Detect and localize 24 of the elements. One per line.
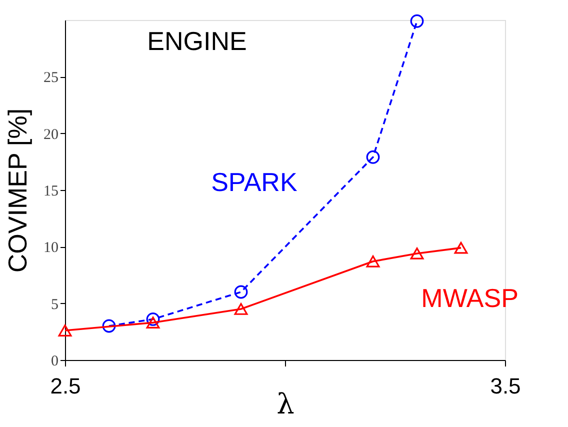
point [234, 303, 248, 315]
y-tick-label: 0 [51, 354, 58, 370]
y-tick-label: 15 [44, 184, 58, 200]
x-axis-title: λ [276, 388, 294, 420]
point [234, 285, 248, 299]
point [454, 242, 468, 254]
x-tick-label: 2.5 [50, 374, 81, 398]
y-axis-title: COVIMEP [%] [2, 108, 32, 273]
chart-title: ENGINE [147, 26, 247, 56]
point [366, 255, 380, 268]
y-tick-label: 5 [51, 296, 58, 313]
point [146, 312, 160, 326]
y-tick-label: 10 [44, 240, 58, 256]
point [58, 324, 72, 336]
series-label: SPARK [211, 167, 298, 198]
series-label: MWASP [421, 282, 518, 313]
x-tick-label: 3.5 [490, 374, 521, 398]
point [410, 14, 424, 28]
y-tick-label: 20 [44, 126, 58, 143]
point [146, 316, 160, 329]
point [410, 248, 424, 260]
point [366, 150, 380, 164]
y-tick-label: 25 [44, 70, 58, 86]
point [102, 319, 116, 333]
